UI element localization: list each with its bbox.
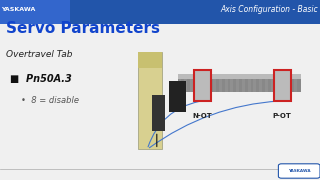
Bar (196, 79, 199, 92)
Bar (178, 74, 301, 79)
Bar (248, 79, 251, 92)
Text: YASKAWA: YASKAWA (288, 169, 310, 173)
Bar (219, 79, 222, 92)
Text: Overtravel Tab: Overtravel Tab (6, 50, 73, 59)
Bar (138, 52, 162, 149)
Text: P-OT: P-OT (273, 113, 292, 119)
Bar (225, 79, 228, 92)
Bar (271, 79, 274, 92)
Bar (259, 79, 262, 92)
Bar (230, 79, 233, 92)
FancyBboxPatch shape (278, 164, 320, 178)
FancyBboxPatch shape (194, 70, 211, 101)
Bar (152, 95, 165, 131)
Text: ■  Pn50A.3: ■ Pn50A.3 (10, 74, 71, 84)
Text: Servo Parameters: Servo Parameters (6, 21, 160, 36)
Bar (169, 81, 186, 112)
Bar (242, 79, 245, 92)
Text: YASKAWA: YASKAWA (2, 7, 36, 12)
Bar (178, 79, 301, 92)
Text: N-OT: N-OT (192, 113, 212, 119)
Text: •  8 = disable: • 8 = disable (21, 96, 79, 105)
Bar (207, 79, 210, 92)
FancyBboxPatch shape (274, 70, 291, 101)
Bar (253, 79, 256, 92)
Bar (202, 79, 204, 92)
Bar (184, 79, 187, 92)
Bar (288, 79, 291, 92)
Bar (282, 79, 285, 92)
Bar (236, 79, 239, 92)
Bar (265, 79, 268, 92)
Bar (0, 0, 320, 24)
Bar (0, 0, 70, 24)
Bar (190, 79, 193, 92)
Bar (294, 79, 297, 92)
Bar (213, 79, 216, 92)
Bar (179, 79, 181, 92)
Bar (138, 52, 162, 68)
Bar (276, 79, 279, 92)
Text: Axis Configuration - Basic: Axis Configuration - Basic (221, 5, 318, 14)
